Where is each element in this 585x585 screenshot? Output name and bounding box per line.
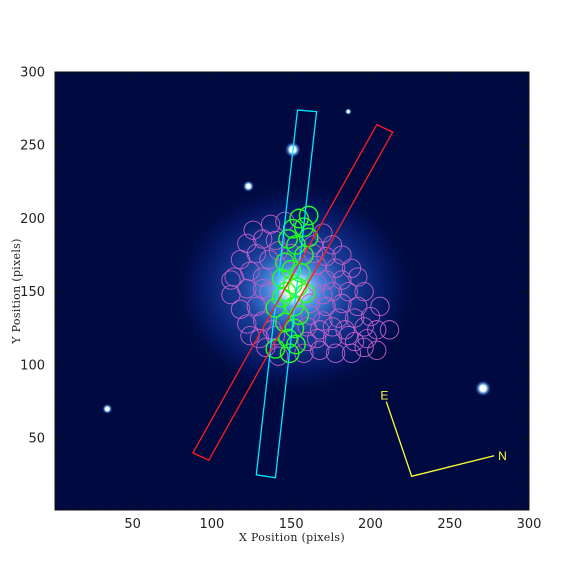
magenta-aperture	[322, 317, 343, 337]
green-aperture	[265, 338, 286, 359]
field-stars	[102, 108, 491, 414]
magenta-aperture	[221, 285, 241, 305]
magenta-aperture	[325, 343, 346, 363]
magenta-aperture	[344, 331, 365, 352]
magenta-aperture	[253, 229, 273, 249]
y-tick-label: 100	[20, 358, 45, 373]
magenta-aperture	[354, 337, 374, 358]
magenta-aperture	[370, 296, 390, 317]
magenta-aperture	[325, 258, 346, 278]
magenta-aperture	[354, 317, 374, 337]
magenta-aperture	[322, 282, 343, 302]
compass-east-label: E	[380, 389, 388, 403]
magenta-aperture	[313, 285, 333, 305]
green-aperture	[274, 312, 295, 333]
magenta-aperture	[338, 282, 358, 302]
magenta-aperture	[306, 328, 327, 349]
magenta-aperture	[230, 249, 251, 270]
y-tick-label: 50	[28, 432, 45, 447]
compass-north-label: N	[498, 449, 507, 463]
x-tick-label: 300	[517, 517, 542, 532]
magenta-aperture	[348, 267, 368, 287]
x-tick-label: 200	[358, 517, 383, 532]
magenta-aperture	[237, 314, 257, 334]
x-tick-label: 50	[124, 517, 141, 532]
magenta-aperture	[246, 296, 266, 317]
y-tick-label: 150	[20, 285, 45, 300]
red-slit-outline	[191, 123, 394, 462]
green-aperture	[293, 217, 314, 238]
magenta-aperture	[332, 293, 352, 314]
magenta-aperture	[265, 326, 285, 346]
magenta-aperture	[297, 317, 317, 337]
magenta-aperture	[379, 320, 400, 340]
magenta-aperture	[316, 270, 336, 290]
y-tick-label: 300	[20, 66, 45, 81]
star-point	[105, 407, 110, 411]
y-tick-label: 200	[20, 212, 45, 227]
magenta-aperture	[230, 299, 251, 319]
green-aperture	[279, 343, 300, 364]
green-aperture	[298, 205, 319, 226]
magenta-aperture	[300, 305, 320, 325]
magenta-aperture	[306, 273, 327, 293]
star-point	[346, 110, 350, 113]
green-aperture	[284, 318, 305, 339]
magenta-aperture	[253, 279, 273, 299]
magenta-aperture	[348, 296, 368, 317]
plot-frame	[54, 71, 530, 511]
magenta-aperture	[297, 331, 317, 352]
magenta-aperture	[354, 282, 374, 302]
magenta-aperture	[367, 340, 387, 360]
star-point	[479, 385, 487, 392]
magenta-aperture	[310, 320, 330, 340]
magenta-aperture	[313, 223, 333, 243]
magenta-aperture	[332, 270, 352, 290]
magenta-aperture	[265, 230, 285, 251]
y-tick-labels: 50 100 150 200 250 300	[20, 66, 45, 447]
x-axis-title: X Position (pixels)	[239, 531, 345, 544]
x-tick-label: 150	[279, 517, 304, 532]
magenta-aperture	[332, 245, 352, 265]
magenta-aperture	[316, 296, 336, 317]
y-axis-title: Y Position (pixels)	[10, 238, 23, 344]
compass-arrows	[385, 401, 495, 478]
star-point	[246, 184, 251, 189]
green-aperture	[265, 297, 286, 318]
magenta-aperture	[335, 320, 355, 340]
magenta-aperture	[341, 343, 362, 363]
x-tick-label: 100	[200, 517, 225, 532]
x-tick-labels: 50 100 150 200 250 300	[124, 517, 541, 532]
magenta-aperture	[306, 255, 327, 276]
image-plot-area: E N	[55, 72, 529, 510]
x-tick-label: 250	[437, 517, 462, 532]
magenta-aperture	[221, 270, 241, 290]
green-aperture	[274, 252, 295, 273]
cyan-slit-outline	[255, 109, 318, 479]
axis-ticks	[55, 72, 529, 510]
green-aperture	[286, 234, 306, 255]
magenta-aperture	[253, 267, 273, 287]
green-aperture	[290, 262, 311, 283]
y-tick-label: 250	[20, 139, 45, 154]
magenta-aperture	[357, 328, 377, 349]
compass-rose: E N	[380, 389, 507, 478]
